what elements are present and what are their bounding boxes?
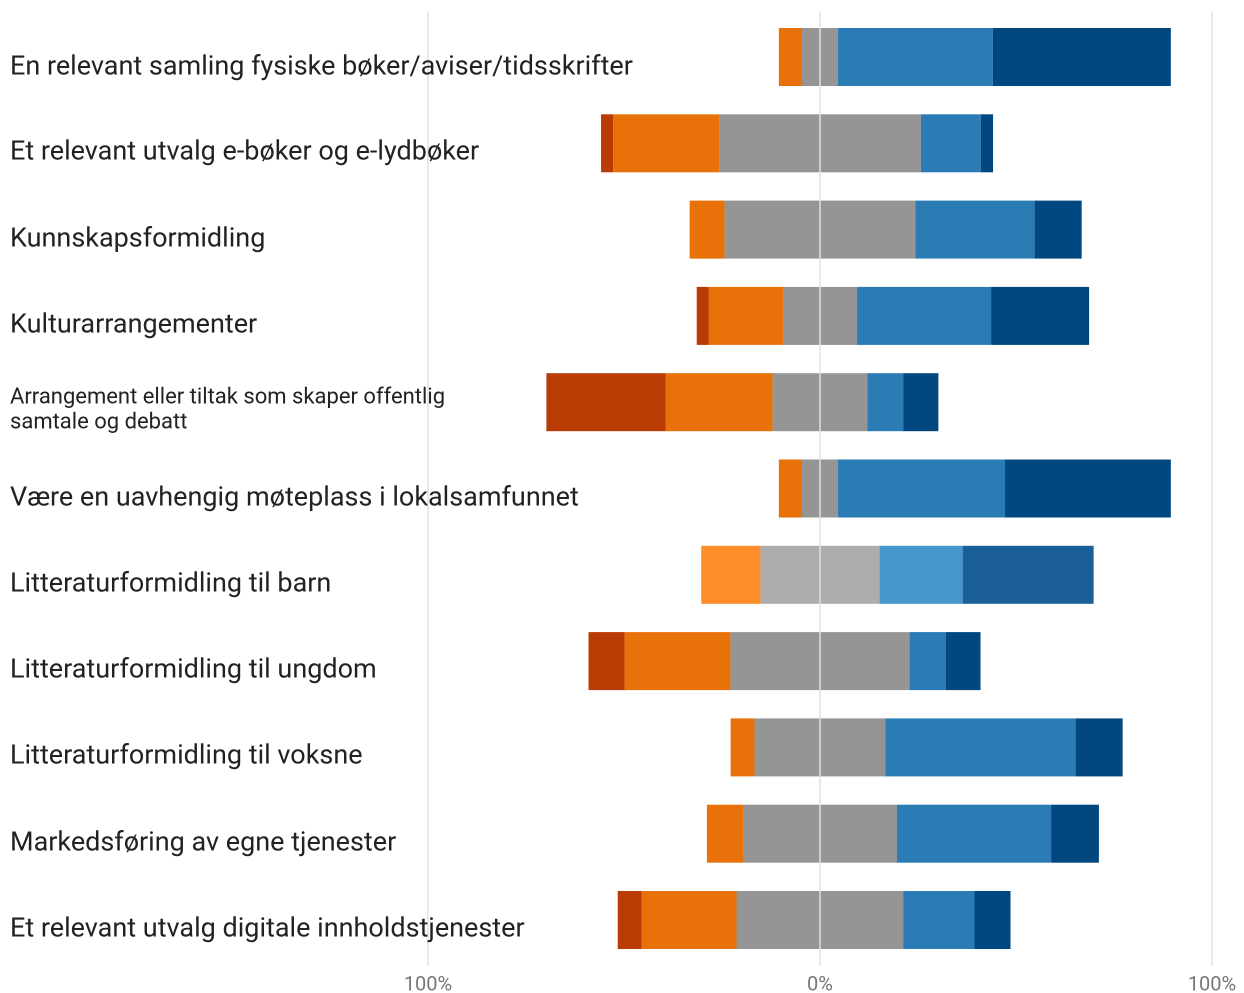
category-label: Et relevant utvalg e-bøker og e-lydbøker xyxy=(10,134,480,167)
bar-segment xyxy=(588,632,625,691)
bar-segment xyxy=(857,286,992,345)
category-label: En relevant samling fysiske bøker/aviser… xyxy=(10,49,633,82)
bar-segment xyxy=(665,373,773,432)
category-label: Kulturarrangementer xyxy=(10,307,258,340)
bar-segment xyxy=(641,891,737,949)
bar-segment xyxy=(778,459,802,518)
bar-segment xyxy=(778,28,802,86)
x-tick-label: 100% xyxy=(404,971,452,993)
bar-segment xyxy=(974,891,1011,949)
bar-segment xyxy=(601,114,614,173)
bar-segment xyxy=(945,632,981,691)
bar-segment xyxy=(708,286,783,345)
bar-segment xyxy=(903,891,975,949)
category-label: Markedsføring av egne tjenester xyxy=(10,825,397,858)
category-label: Litteraturformidling til ungdom xyxy=(10,652,377,685)
bar-segment xyxy=(980,114,994,173)
category-label: Være en uavhengig møteplass i lokalsamfu… xyxy=(10,479,579,512)
bar-segment xyxy=(838,459,1006,518)
bar-segment xyxy=(920,114,981,173)
bar-segment xyxy=(1034,200,1082,259)
bar-segment xyxy=(730,718,755,777)
bar-segment xyxy=(915,200,1035,259)
bar-segment xyxy=(696,286,709,345)
category-label: Kunnskapsformidling xyxy=(10,221,266,254)
bar-segment xyxy=(613,114,720,173)
bar-segment xyxy=(903,373,939,432)
category-label: Litteraturformidling til barn xyxy=(10,566,332,599)
bar-segment xyxy=(706,804,743,863)
bar-segment xyxy=(624,632,731,691)
bar-segment xyxy=(1005,459,1171,518)
bar-segment xyxy=(1051,804,1099,863)
category-label: Arrangement eller tiltak som skaper offe… xyxy=(10,384,446,436)
x-tick-label: 0% xyxy=(807,971,833,993)
bar-segment xyxy=(546,373,666,432)
bar-segment xyxy=(962,545,1094,604)
bar-segment xyxy=(879,545,963,604)
x-tick-label: 100% xyxy=(1188,971,1236,993)
grid xyxy=(427,12,1213,966)
bar-segment xyxy=(992,28,1171,86)
bar-segment xyxy=(897,804,1052,863)
bar-segment xyxy=(991,286,1090,345)
bar-segment xyxy=(909,632,946,691)
bar-segment xyxy=(617,891,642,949)
bar-segment xyxy=(838,28,993,86)
bar-segment xyxy=(867,373,904,432)
bar-segment xyxy=(1075,718,1123,777)
bars xyxy=(546,28,1171,949)
bar-segment xyxy=(701,545,761,604)
bar-segment xyxy=(689,200,725,259)
bar-segment xyxy=(885,718,1076,777)
category-label: Et relevant utvalg digitale innholdstjen… xyxy=(10,911,525,944)
category-label: Litteraturformidling til voksne xyxy=(10,738,363,771)
